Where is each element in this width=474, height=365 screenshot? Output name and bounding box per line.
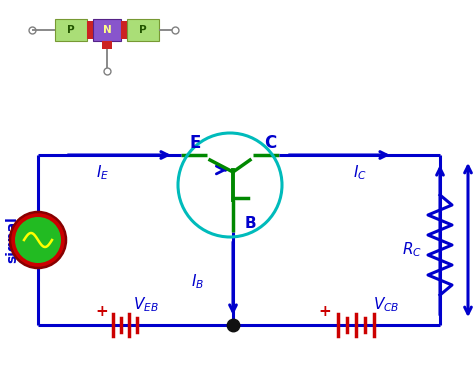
Text: $V_{EB}$: $V_{EB}$	[133, 296, 158, 314]
Bar	[55, 19, 87, 41]
Text: +: +	[318, 304, 331, 319]
Text: $I_E$: $I_E$	[96, 164, 109, 182]
Text: P: P	[67, 25, 75, 35]
Bar	[127, 19, 159, 41]
Text: E: E	[189, 134, 201, 152]
Bar	[102, 41, 112, 49]
Text: B: B	[244, 215, 256, 231]
Text: $I_B$: $I_B$	[191, 273, 205, 291]
Text: $I_C$: $I_C$	[353, 164, 367, 182]
Text: $R_C$: $R_C$	[402, 241, 422, 260]
Circle shape	[10, 212, 66, 268]
Text: C: C	[264, 134, 276, 152]
Bar	[121, 21, 127, 39]
Text: N: N	[103, 25, 111, 35]
Circle shape	[15, 217, 61, 263]
Text: P: P	[139, 25, 147, 35]
Text: $V_{CB}$: $V_{CB}$	[373, 296, 400, 314]
Bar	[93, 19, 121, 41]
Text: +: +	[95, 304, 108, 319]
Text: signal: signal	[5, 216, 19, 264]
Bar	[87, 21, 93, 39]
